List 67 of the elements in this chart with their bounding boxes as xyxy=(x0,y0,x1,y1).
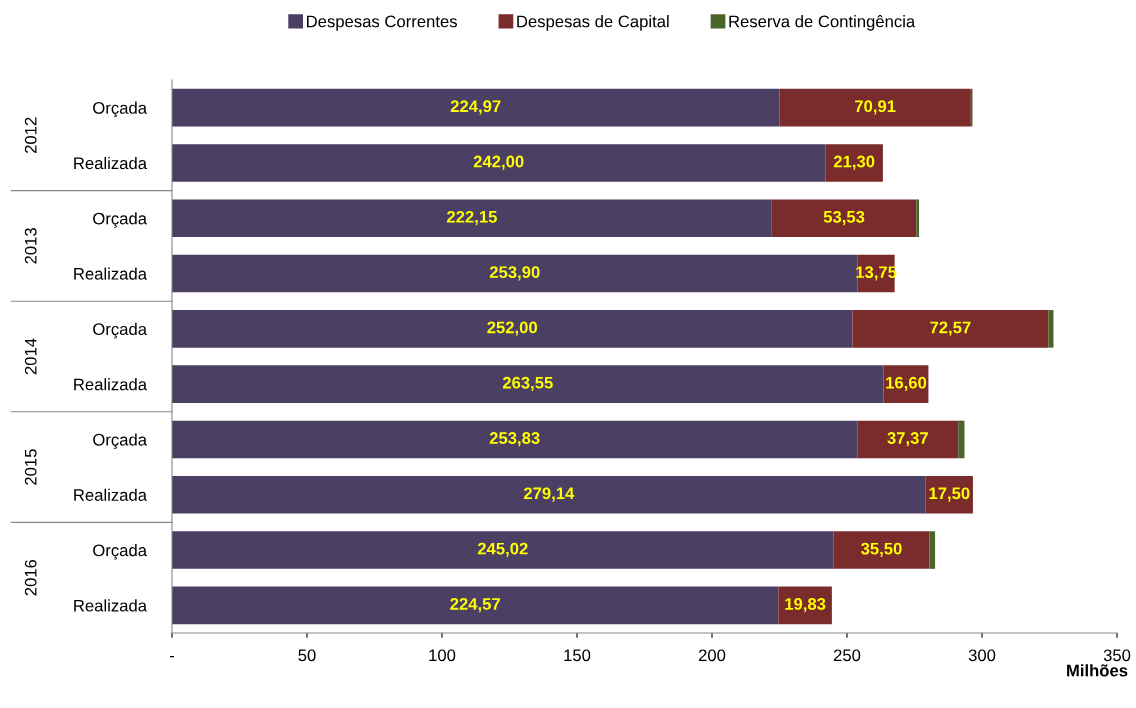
bar xyxy=(929,531,936,569)
bar xyxy=(958,420,965,459)
bar xyxy=(172,365,884,403)
data-label: 279,14 xyxy=(523,487,575,502)
y-tick-label: Realizada xyxy=(74,156,147,170)
data-label: 224,57 xyxy=(450,598,500,613)
y-tick-label: Realizada xyxy=(74,488,147,501)
bar xyxy=(852,310,1049,348)
bar xyxy=(916,199,920,238)
bar xyxy=(771,199,917,238)
bar xyxy=(825,144,883,182)
bar xyxy=(172,254,858,293)
bar xyxy=(779,88,971,127)
legend-label: Reserva de Contingência xyxy=(729,15,916,31)
y-tick-label: Orçada xyxy=(93,544,147,560)
text: 2014 xyxy=(24,338,37,375)
text: 2012 xyxy=(24,117,37,153)
data-label: 245,02 xyxy=(477,542,528,557)
data-label: 253,90 xyxy=(489,266,540,281)
bar xyxy=(172,586,779,625)
bar xyxy=(172,310,853,348)
data-label: 242,00 xyxy=(473,155,524,170)
y-tick-label: Orçada xyxy=(93,101,147,118)
bar xyxy=(172,531,834,569)
data-label: 16,60 xyxy=(886,376,927,392)
y-tick-label: Realizada xyxy=(74,378,147,391)
y-tick-label: Orçada xyxy=(93,322,147,339)
x-tick-label: 100 xyxy=(429,649,456,662)
x-tick-label: - xyxy=(169,655,175,658)
data-label: 21,30 xyxy=(833,155,875,170)
data-label: 53,53 xyxy=(823,210,865,226)
data-label: 253,83 xyxy=(489,432,540,447)
data-label: 37,37 xyxy=(887,432,928,447)
x-tick-label: 250 xyxy=(833,649,861,662)
x-tick-label: 50 xyxy=(298,649,316,662)
x-tick-label: 350 xyxy=(1103,649,1131,662)
bar xyxy=(925,475,973,514)
x-tick-label: 300 xyxy=(968,649,996,662)
y-tick-label: Realizada xyxy=(74,599,147,612)
bar xyxy=(172,144,826,182)
data-label: 17,50 xyxy=(929,487,970,502)
text: 2015 xyxy=(24,449,37,485)
data-label: 222,15 xyxy=(446,210,497,226)
data-label: 263,55 xyxy=(502,376,553,392)
bar xyxy=(857,420,959,459)
y-tick-label: Orçada xyxy=(93,212,147,228)
data-label: 252,00 xyxy=(487,321,538,336)
data-label: 35,50 xyxy=(861,542,902,557)
bar xyxy=(833,531,930,569)
bar xyxy=(172,88,780,127)
data-label: 19,83 xyxy=(785,598,826,613)
x-axis-title: Milhões xyxy=(1067,664,1128,677)
legend-label: Despesas de Capital xyxy=(517,15,669,31)
y-tick-label: Realizada xyxy=(74,267,147,280)
x-tick-label: 200 xyxy=(698,649,726,662)
bar xyxy=(172,199,772,238)
data-label: 72,57 xyxy=(930,321,971,336)
x-tick-label: 150 xyxy=(564,649,591,662)
data-label: 224,97 xyxy=(450,100,501,115)
bar xyxy=(1048,310,1054,348)
text: 2013 xyxy=(24,228,37,264)
legend-label: Despesas Correntes xyxy=(307,15,457,31)
y-tick-label: Orçada xyxy=(93,433,147,450)
bar xyxy=(172,420,858,459)
bar xyxy=(172,475,926,514)
text: 2016 xyxy=(24,559,37,596)
data-label: 70,91 xyxy=(855,100,896,115)
